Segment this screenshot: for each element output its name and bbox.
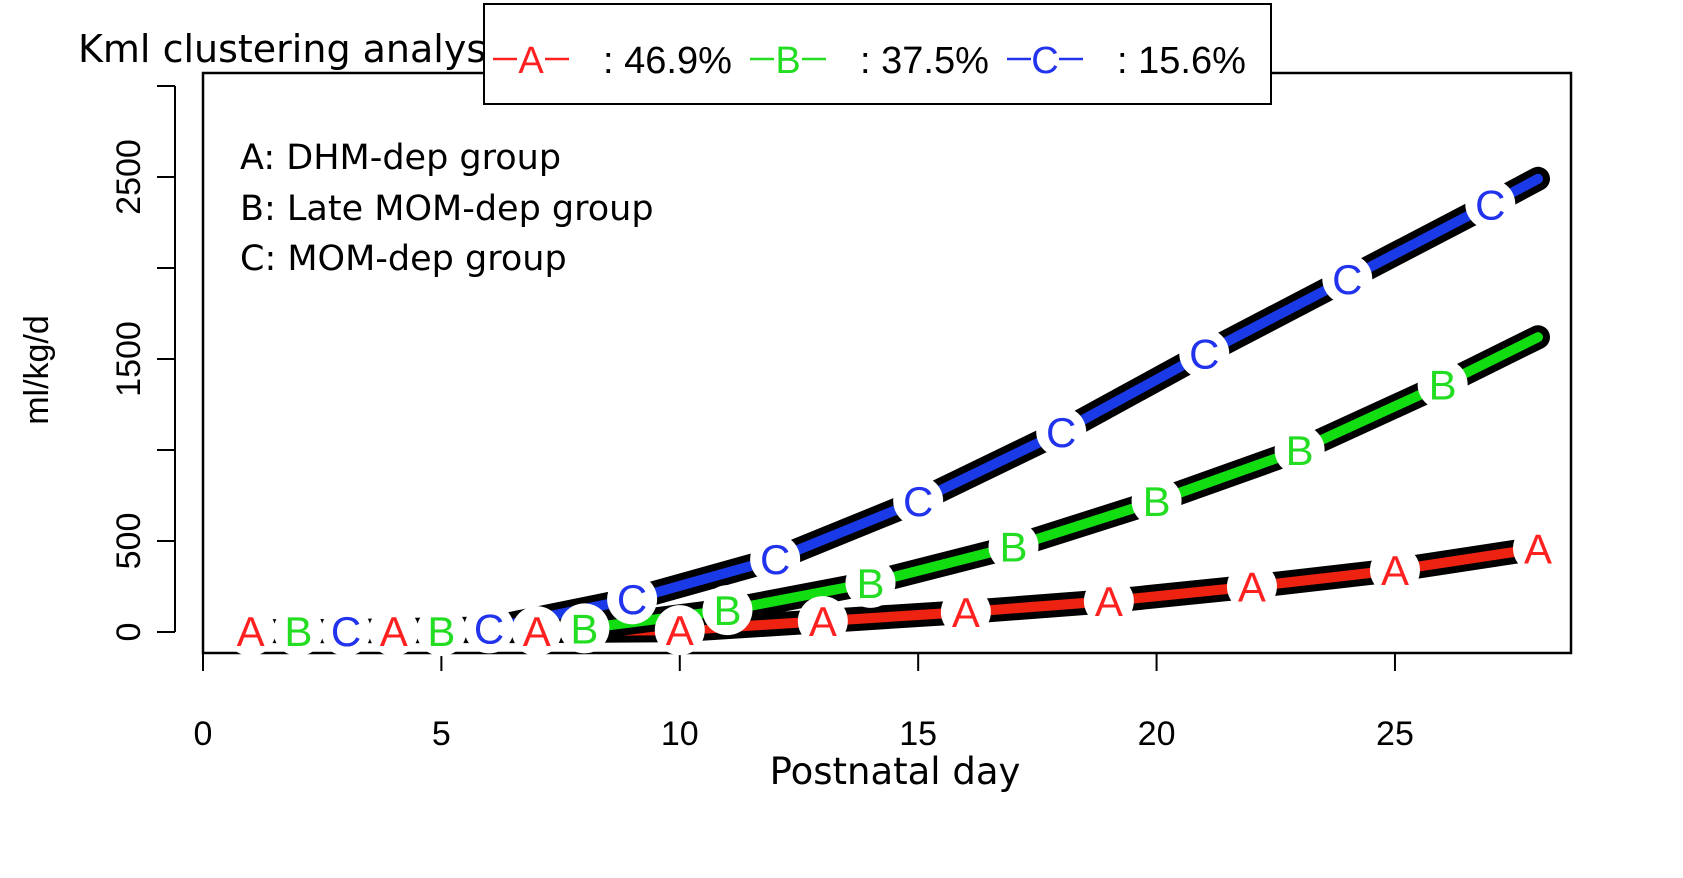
data-point-A: A bbox=[1095, 578, 1123, 625]
data-point-C: C bbox=[1332, 256, 1362, 303]
legend-label: : 15.6% bbox=[1117, 40, 1246, 82]
data-point-B: B bbox=[570, 605, 598, 652]
point-halo bbox=[1322, 253, 1373, 304]
legend-symbol-bg bbox=[1031, 40, 1059, 74]
data-point-C: C bbox=[617, 576, 647, 623]
point-halo bbox=[750, 534, 801, 585]
series-C-line bbox=[341, 173, 1543, 637]
y-tick-label: 2500 bbox=[110, 139, 148, 215]
point-halo bbox=[1131, 475, 1182, 526]
data-point-A: A bbox=[380, 608, 408, 655]
point-halo bbox=[1465, 179, 1516, 230]
point-halo bbox=[1369, 545, 1420, 596]
y-tick-label: 500 bbox=[110, 513, 148, 570]
data-point-A: A bbox=[666, 607, 694, 654]
data-point-B: B bbox=[1286, 427, 1314, 474]
legend-symbol: B bbox=[775, 40, 800, 82]
point-halo bbox=[511, 606, 562, 657]
y-tick-label: 1500 bbox=[110, 321, 148, 397]
point-halo bbox=[988, 521, 1039, 572]
point-halo bbox=[273, 606, 324, 657]
legend-symbol: A bbox=[518, 40, 544, 82]
legend-label: : 37.5% bbox=[860, 40, 989, 82]
y-axis: 0 500 1500 2500 bbox=[110, 85, 176, 642]
series-B-markers: B B B B B B B B B bbox=[273, 359, 1468, 657]
point-halo bbox=[416, 606, 467, 657]
series-A-markers: A A A A A A A A A A bbox=[225, 523, 1563, 657]
data-point-B: B bbox=[427, 608, 455, 655]
point-halo bbox=[1226, 561, 1277, 612]
legend: A : 46.9% B : 37.5% C : 15.6% bbox=[483, 3, 1272, 105]
legend-label: : 46.9% bbox=[603, 40, 732, 82]
x-axis: 0 5 10 15 20 25 bbox=[194, 652, 1414, 753]
data-point-A: A bbox=[237, 608, 265, 655]
data-point-A: A bbox=[523, 608, 551, 655]
point-halo bbox=[559, 603, 610, 654]
point-halo bbox=[1179, 328, 1230, 379]
point-halo bbox=[1274, 425, 1325, 475]
legend-entry-B: B : 37.5% bbox=[750, 40, 989, 82]
data-point-C: C bbox=[1046, 409, 1076, 456]
data-point-A: A bbox=[1524, 525, 1552, 572]
point-halo bbox=[1036, 406, 1087, 457]
data-point-B: B bbox=[284, 608, 312, 655]
x-tick-label: 15 bbox=[899, 715, 937, 753]
point-halo bbox=[321, 606, 372, 657]
data-point-B: B bbox=[856, 560, 884, 607]
point-halo bbox=[464, 603, 515, 654]
data-point-C: C bbox=[1189, 331, 1219, 378]
point-halo bbox=[893, 475, 944, 526]
group-annotations: A: DHM-dep group B: Late MOM-dep group C… bbox=[240, 138, 654, 279]
point-halo bbox=[940, 586, 991, 637]
data-point-C: C bbox=[1475, 181, 1505, 228]
point-halo bbox=[225, 606, 276, 657]
x-axis-label: Postnatal day bbox=[770, 750, 1021, 793]
legend-symbol-bg bbox=[517, 40, 545, 74]
x-tick-label: 0 bbox=[194, 715, 213, 753]
legend-box bbox=[483, 3, 1272, 105]
data-point-B: B bbox=[1000, 523, 1028, 570]
data-point-C: C bbox=[331, 608, 361, 655]
point-halo bbox=[1417, 359, 1468, 410]
x-tick-label: 10 bbox=[661, 715, 699, 753]
legend-entry-A: A : 46.9% bbox=[493, 40, 732, 82]
data-point-C: C bbox=[760, 536, 790, 583]
x-tick-label: 5 bbox=[432, 715, 451, 753]
point-halo bbox=[702, 585, 753, 636]
data-point-A: A bbox=[1381, 547, 1409, 594]
series-C bbox=[334, 166, 1550, 644]
annotation-dhm: A: DHM-dep group bbox=[240, 138, 561, 178]
y-tick-label: 0 bbox=[110, 623, 148, 642]
point-halo bbox=[797, 596, 848, 647]
data-point-A: A bbox=[952, 589, 980, 636]
x-tick-label: 20 bbox=[1138, 715, 1176, 753]
legend-symbol: C bbox=[1031, 40, 1058, 82]
data-point-B: B bbox=[1429, 361, 1457, 408]
point-halo bbox=[607, 574, 658, 625]
annotation-mom: C: MOM-dep group bbox=[240, 239, 567, 279]
point-halo bbox=[368, 606, 419, 657]
data-point-B: B bbox=[1143, 478, 1171, 525]
data-point-B: B bbox=[713, 587, 741, 634]
x-tick-label: 25 bbox=[1376, 715, 1414, 753]
legend-entry-C: C : 15.6% bbox=[1007, 40, 1246, 82]
annotation-late-mom: B: Late MOM-dep group bbox=[240, 189, 654, 229]
point-halo bbox=[654, 605, 705, 656]
data-point-A: A bbox=[809, 598, 837, 645]
series-C-markers: C C C C C C C C C bbox=[321, 179, 1516, 657]
point-halo bbox=[1513, 523, 1563, 574]
data-point-C: C bbox=[474, 605, 504, 652]
chart-title: Kml clustering analysis bbox=[78, 27, 517, 71]
y-axis-label: ml/kg/d bbox=[18, 315, 56, 425]
point-halo bbox=[845, 557, 896, 608]
point-halo bbox=[1083, 576, 1134, 627]
legend-symbol-bg bbox=[774, 40, 802, 74]
data-point-A: A bbox=[1238, 564, 1266, 611]
data-point-C: C bbox=[903, 478, 933, 525]
